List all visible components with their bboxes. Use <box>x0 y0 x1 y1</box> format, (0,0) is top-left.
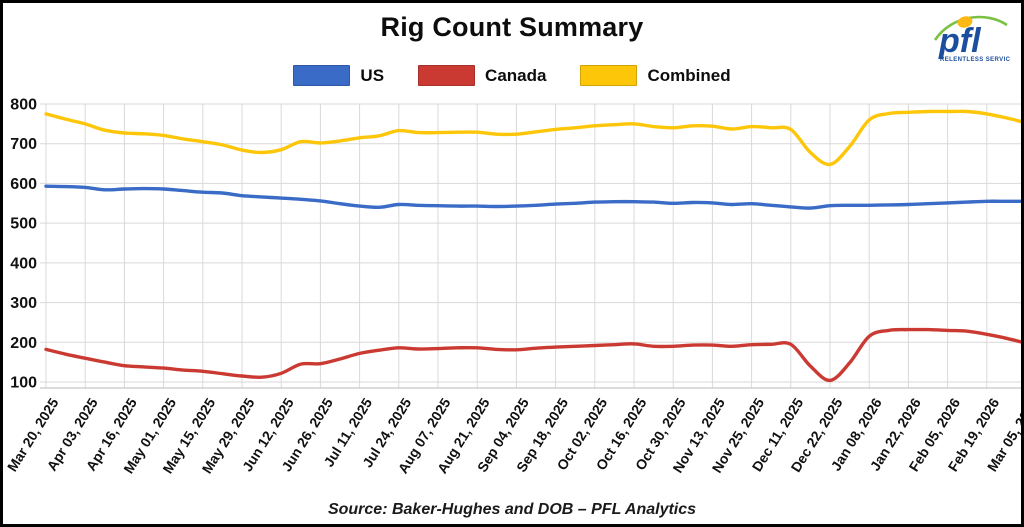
y-tick-label: 500 <box>10 216 37 233</box>
logo-text: pfl <box>938 22 982 60</box>
legend: US Canada Combined <box>3 65 1021 86</box>
logo-tagline: RELENTLESS SERVICE™ <box>940 56 1010 63</box>
legend-label-combined: Combined <box>647 65 731 85</box>
y-tick-label: 100 <box>10 375 37 392</box>
pfl-logo-graphic: pfl RELENTLESS SERVICE™ <box>933 15 1021 63</box>
legend-swatch-canada <box>418 65 476 86</box>
y-tick-label: 800 <box>10 97 37 114</box>
series-line-canada <box>44 327 1021 383</box>
pfl-logo: pfl RELENTLESS SERVICE™ <box>932 8 1021 64</box>
y-tick-label: 600 <box>10 176 37 193</box>
legend-item-combined: Combined <box>580 65 731 86</box>
legend-item-us: US <box>293 65 384 86</box>
legend-label-canada: Canada <box>485 65 547 85</box>
chart-title: Rig Count Summary <box>380 12 644 42</box>
legend-swatch-combined <box>580 65 638 86</box>
gridlines <box>40 103 1021 388</box>
y-tick-label: 200 <box>10 335 37 352</box>
chart-canvas: 100 200 300 400 500 600 700 800 Mar 20, 2025Apr … <box>4 97 1021 476</box>
y-tick-label: 700 <box>10 136 37 153</box>
source-note: Source: Baker-Hughes and DOB – PFL Analy… <box>327 501 697 518</box>
y-tick-label: 400 <box>10 255 37 272</box>
legend-swatch-us <box>293 65 351 86</box>
legend-label-us: US <box>360 65 385 85</box>
y-tick-label: 300 <box>10 295 37 312</box>
legend-item-canada: Canada <box>418 65 546 86</box>
series-line-us <box>44 184 1021 210</box>
series-line-combined <box>44 109 1021 167</box>
logo-dot <box>957 16 973 28</box>
y-axis-labels: 100 200 300 400 500 600 700 800 <box>10 97 37 392</box>
